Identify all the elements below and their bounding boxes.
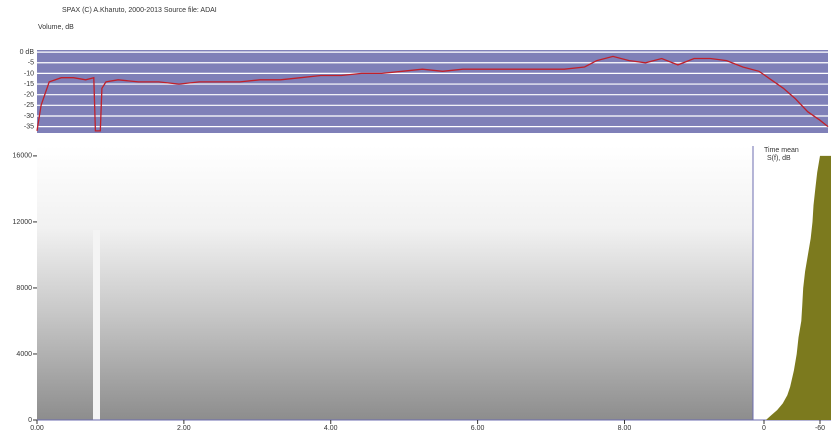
x-tick-label: 8.00 (618, 425, 632, 432)
y-tick-label: -35 (24, 123, 34, 130)
y-tick-label: -5 (28, 60, 34, 67)
y-tick-label: 12000 (13, 219, 33, 226)
y-tick-label: 0 dB (20, 49, 35, 56)
header-title: SPAX (C) A.Kharuto, 2000-2013 Source fil… (62, 7, 217, 14)
volume-panel (37, 50, 828, 133)
y-tick-label: -20 (24, 92, 34, 99)
y-label: Volume, dB (38, 24, 74, 31)
y-tick-label: -10 (24, 70, 34, 77)
mean-spectrum (765, 155, 831, 420)
spectrogram (37, 146, 753, 420)
y-tick-label: -25 (24, 102, 34, 109)
x-tick-label: -60 (815, 425, 825, 432)
gap (93, 230, 100, 420)
x-tick-label: 0 (762, 425, 766, 432)
panel-title: Time mean (764, 147, 799, 154)
volume-line (36, 55, 829, 132)
y-tick-label: 4000 (16, 351, 32, 358)
x-tick-label: 2.00 (177, 425, 191, 432)
y-tick-label: -30 (24, 113, 34, 120)
y-tick-label: 0 (28, 417, 32, 424)
panel-label: S(f), dB (767, 155, 791, 162)
y-tick-label: 16000 (13, 153, 33, 160)
x-tick-label: 0.00 (30, 425, 44, 432)
y-tick-label: -15 (24, 81, 34, 88)
y-tick-label: 8000 (16, 285, 32, 292)
x-tick-label: 4.00 (324, 425, 338, 432)
x-tick-label: 6.00 (471, 425, 485, 432)
